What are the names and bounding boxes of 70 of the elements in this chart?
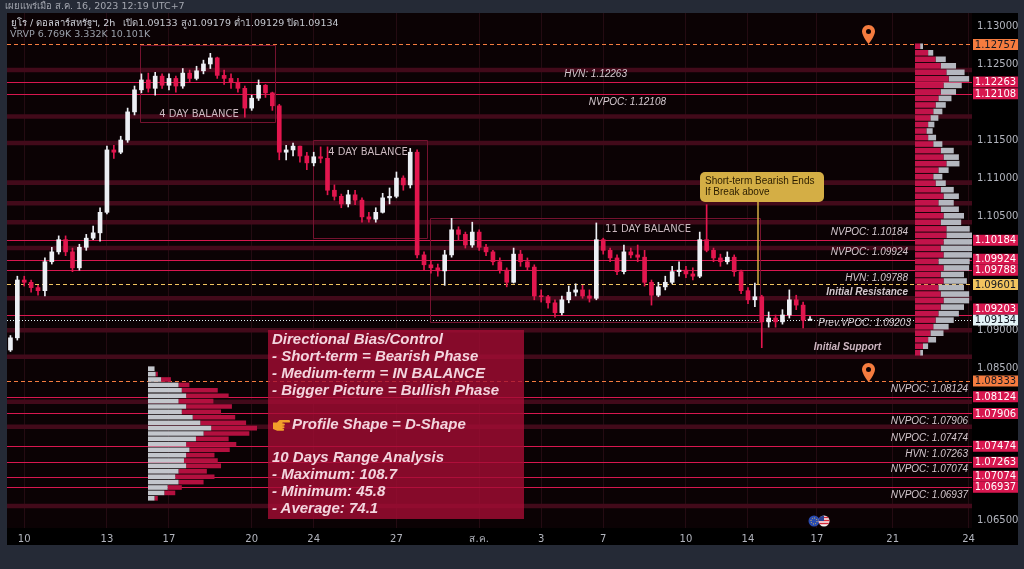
y-tick-label: 1.07263 [974,456,1017,468]
text: เผยแพร่เมื่อ ส.ค. 16, 2023 12:19 UTC+7 [5,0,185,12]
y-tick-label: 1.12108 [974,87,1017,99]
y-tick-label: 1.09134 [974,314,1017,326]
y-tick-label: 1.12500 [977,57,1019,69]
y-tick-label: 1.13000 [977,19,1019,31]
x-tick-label: 17 [810,532,824,544]
x-tick-label: ส.ค. [469,532,489,544]
x-tick-label: 20 [245,532,259,544]
y-tick-label: 1.11500 [977,133,1019,145]
annotation: 4 DAY BALANCE [159,107,239,119]
bar [148,366,155,372]
text: Directional Bias/Control - Short-term = Bearish Phase - Medium-term = IN BALANCE - Bigger Picture = Bullish Phase Profile Shape = D-Shape 10 Days Range Analysis - Maximum: 108.7 - Minimum: 45.8 - Average: 74.1 [272,330,500,517]
y-tick-label: 1.06937 [974,481,1017,493]
text: เปิด1.09133 สูง1.09179 ต่ำ1.09129 ปิด1.09134 [123,16,339,30]
y-tick-label: 1.07474 [974,440,1017,452]
y-tick-label: 1.06500 [977,513,1019,525]
x-tick-label: 10 [679,532,693,544]
x-tick-label: 21 [886,532,900,544]
x-tick-label: 7 [600,532,607,544]
ref-line-label: NVPOC: 1.12108 [588,95,667,107]
y-tick-label: 1.09203 [974,303,1017,315]
x-tick-label: 24 [962,532,975,544]
x-tick-label: 24 [307,532,321,544]
bar [154,495,158,501]
ref-line-label: NVPOC: 1.08124 [890,382,969,394]
y-tick-label: 1.08124 [974,390,1017,402]
bar [928,49,934,56]
y-tick-label: 1.07074 [974,470,1017,482]
ref-line-label: NVPOC: 1.07474 [890,432,969,444]
y-tick-label: 1.10184 [974,234,1017,246]
x-tick-label: 17 [162,532,176,544]
y-tick-label: 1.12263 [974,76,1017,88]
y-tick-label: 1.09924 [974,253,1017,265]
text: ยูโร / ดอลลาร์สหรัฐฯ, 2h [11,17,116,30]
x-tick-label: 3 [538,532,545,544]
y-tick-label: 1.09788 [974,264,1017,276]
x-tick-label: 14 [741,532,755,544]
annotation: 11 DAY BALANCE [605,222,691,234]
x-tick-label: 27 [390,532,403,544]
ref-line-label: NVPOC: 1.07906 [890,415,969,427]
y-tick-label: 1.08500 [977,361,1019,373]
y-tick-label: 1.07906 [974,407,1017,419]
annotation: Short-term Bearish Ends If Break above [705,174,815,197]
bar [920,349,923,356]
ref-line-label: HVN: 1.09788 [845,272,909,284]
annotation: Initial Support [813,340,882,352]
bar [920,43,923,50]
y-tick-label: 1.12757 [974,38,1017,50]
x-tick-label: 10 [17,532,31,544]
ref-line-label: NVPOC: 1.06937 [890,488,969,500]
ref-line-label: NVPOC: 1.09924 [830,245,909,257]
bar [161,377,171,382]
annotation: 4 DAY BALANCE [328,145,408,157]
bar [922,343,929,350]
y-tick-label: 1.09601 [974,278,1017,290]
x-tick-label: 13 [100,532,114,544]
annotation: VRVP 6.769K 3.332K 10.101K [10,28,151,40]
ref-line-label: Initial Resistance [826,286,909,298]
y-tick-label: 1.10500 [977,209,1019,221]
candlestick [752,282,758,307]
candlestick [538,289,544,303]
y-tick-label: 1.08333 [974,375,1017,387]
y-tick-label: 1.09000 [977,323,1019,335]
y-tick-label: 1.11000 [977,171,1019,183]
ref-line-label: NVPOC: 1.10184 [830,225,909,237]
ref-line-label: Prev.VPOC: 1.09203 [818,316,912,328]
legend-label: NVPOC: 1.07074 [890,462,969,474]
ref-line-label: HVN: 1.07263 [905,448,969,460]
ref-line-label: HVN: 1.12263 [564,67,628,79]
